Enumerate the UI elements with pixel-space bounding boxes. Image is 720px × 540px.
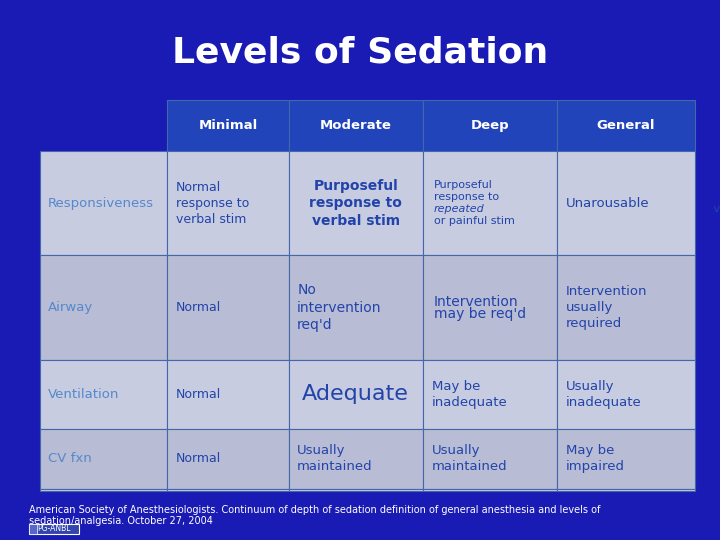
Bar bbox=[423, 151, 557, 255]
Text: Purposeful: Purposeful bbox=[433, 180, 492, 191]
Bar bbox=[289, 151, 423, 255]
Text: Minimal: Minimal bbox=[198, 119, 258, 132]
Text: Adequate: Adequate bbox=[302, 384, 409, 404]
Text: Intervention
usually
required: Intervention usually required bbox=[566, 285, 647, 330]
Bar bbox=[40, 255, 167, 360]
Text: PG-ANBL: PG-ANBL bbox=[37, 524, 71, 533]
Bar bbox=[557, 360, 695, 429]
Bar bbox=[557, 151, 695, 255]
Bar bbox=[167, 360, 289, 429]
Text: Usually
inadequate: Usually inadequate bbox=[566, 380, 642, 409]
Text: No
intervention
req'd: No intervention req'd bbox=[297, 284, 382, 332]
Text: Normal: Normal bbox=[176, 388, 221, 401]
Text: Unarousable: Unarousable bbox=[566, 197, 649, 210]
Text: may be req'd: may be req'd bbox=[433, 307, 526, 321]
Text: Moderate: Moderate bbox=[320, 119, 392, 132]
Text: Ventilation: Ventilation bbox=[48, 388, 120, 401]
Text: Intervention: Intervention bbox=[433, 295, 518, 309]
Bar bbox=[557, 489, 695, 491]
Text: General: General bbox=[597, 119, 655, 132]
Bar bbox=[289, 100, 423, 151]
Bar bbox=[40, 429, 167, 489]
Text: American Society of Anesthesiologists. Continuum of depth of sedation definition: American Society of Anesthesiologists. C… bbox=[29, 505, 600, 526]
Bar bbox=[40, 100, 167, 151]
Text: Usually
maintained: Usually maintained bbox=[297, 444, 373, 473]
Bar bbox=[423, 360, 557, 429]
Bar bbox=[289, 489, 423, 491]
Text: Normal: Normal bbox=[176, 301, 221, 314]
Text: Normal: Normal bbox=[176, 452, 221, 465]
Bar bbox=[423, 100, 557, 151]
Text: CV fxn: CV fxn bbox=[48, 452, 92, 465]
Bar bbox=[40, 489, 167, 491]
Bar bbox=[557, 429, 695, 489]
Text: Normal
response to
verbal stim: Normal response to verbal stim bbox=[176, 181, 249, 226]
Text: May be
inadequate: May be inadequate bbox=[431, 380, 508, 409]
Bar bbox=[289, 255, 423, 360]
Text: Levels of Sedation: Levels of Sedation bbox=[172, 35, 548, 69]
Text: Responsiveness: Responsiveness bbox=[48, 197, 154, 210]
Text: Deep: Deep bbox=[471, 119, 509, 132]
Bar bbox=[40, 151, 167, 255]
Text: verbal: verbal bbox=[710, 204, 720, 214]
Text: Airway: Airway bbox=[48, 301, 94, 314]
Bar bbox=[167, 255, 289, 360]
Text: response to: response to bbox=[433, 192, 499, 202]
Bar bbox=[167, 489, 289, 491]
Text: or painful stim: or painful stim bbox=[433, 216, 515, 226]
Bar bbox=[29, 524, 79, 534]
Bar bbox=[167, 429, 289, 489]
Bar bbox=[557, 100, 695, 151]
Bar bbox=[423, 429, 557, 489]
Bar bbox=[40, 360, 167, 429]
Bar bbox=[557, 255, 695, 360]
Text: Usually
maintained: Usually maintained bbox=[431, 444, 507, 473]
Bar bbox=[289, 429, 423, 489]
Bar bbox=[289, 360, 423, 429]
Bar bbox=[423, 489, 557, 491]
Bar bbox=[29, 524, 37, 534]
Bar bbox=[167, 100, 289, 151]
Bar bbox=[167, 151, 289, 255]
Text: May be
impaired: May be impaired bbox=[566, 444, 625, 473]
Text: Purposeful
response to
verbal stim: Purposeful response to verbal stim bbox=[310, 179, 402, 227]
Bar bbox=[423, 255, 557, 360]
Text: repeated: repeated bbox=[433, 204, 485, 214]
